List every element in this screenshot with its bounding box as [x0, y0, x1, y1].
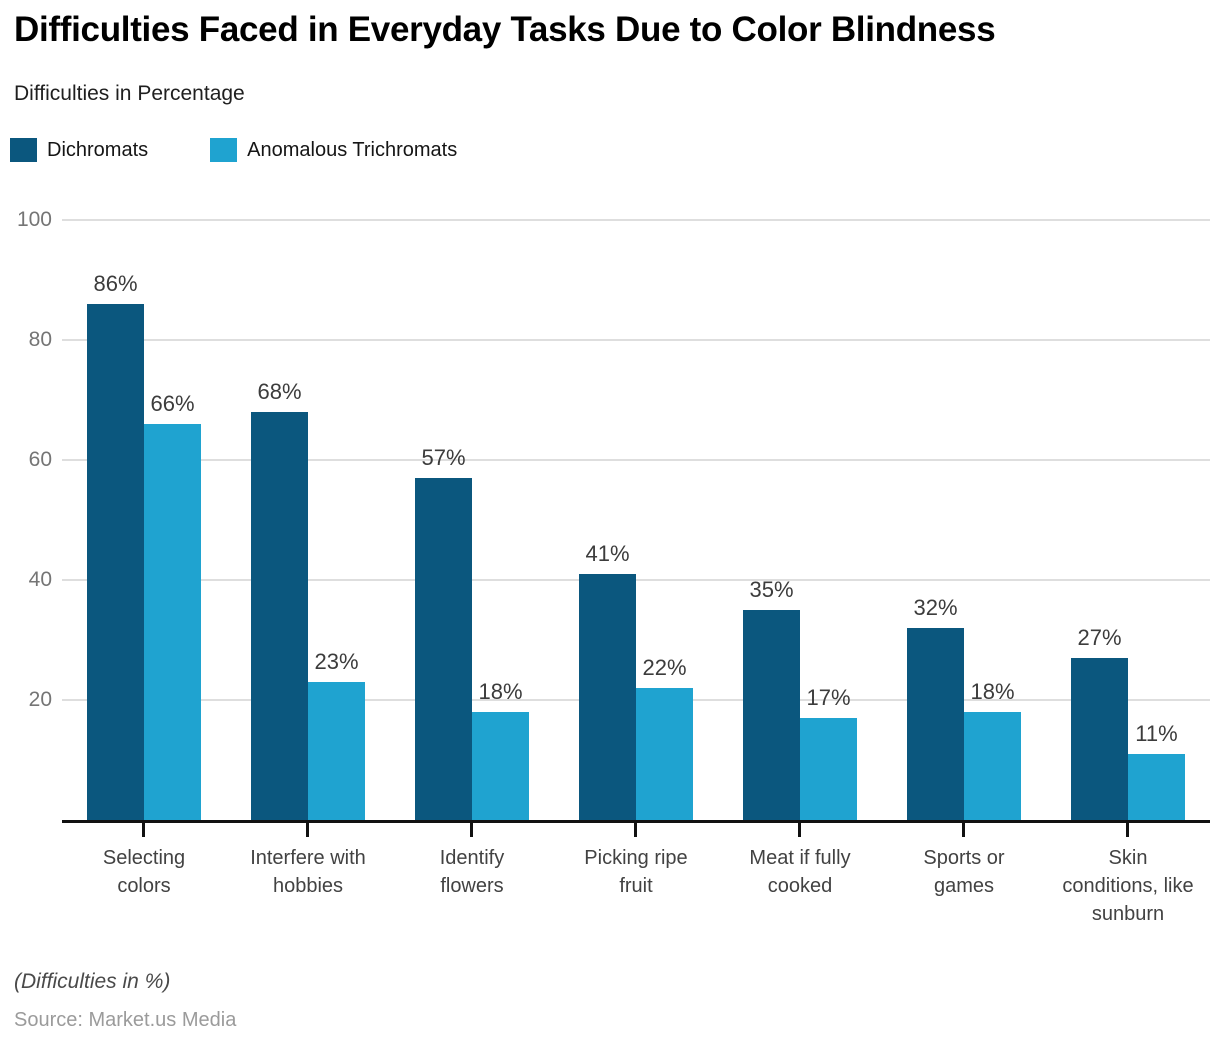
gridline-100 [62, 219, 1210, 221]
x-axis-line [62, 820, 1210, 823]
bar-dichromats [907, 628, 964, 820]
bar-dichromats [1071, 658, 1128, 820]
value-label: 32% [913, 595, 958, 620]
bar-anomalous-trichromats [800, 718, 857, 820]
value-label: 66% [150, 391, 195, 416]
value-label: 22% [642, 655, 687, 680]
value-label: 68% [257, 379, 302, 404]
value-label: 86% [93, 271, 138, 296]
category-label-meat-if-fully-cooked: Meat if fully cooked [749, 847, 851, 897]
value-label: 17% [806, 685, 851, 710]
axis-tick [142, 822, 145, 837]
bar-anomalous-trichromats [472, 712, 529, 820]
axis-tick [1126, 822, 1129, 837]
bar-anomalous-trichromats [144, 424, 201, 820]
category-label-sports-or-games: Sports or games [923, 847, 1005, 897]
category-label-identify-flowers: Identify flowers [439, 847, 505, 897]
chart-title: Difficulties Faced in Everyday Tasks Due… [14, 10, 996, 49]
bar-dichromats [743, 610, 800, 820]
gridline-60 [62, 459, 1210, 461]
value-label: 23% [314, 649, 359, 674]
legend-swatch-dichromats [10, 138, 37, 162]
bar-anomalous-trichromats [636, 688, 693, 820]
value-label: 57% [421, 445, 466, 470]
legend-label: Anomalous Trichromats [247, 138, 458, 161]
legend: Dichromats Anomalous Trichromats [10, 138, 519, 162]
gridline-40 [62, 579, 1210, 581]
bar-anomalous-trichromats [308, 682, 365, 820]
value-label: 18% [970, 679, 1015, 704]
value-label: 35% [749, 577, 794, 602]
bar-dichromats [87, 304, 144, 820]
axis-tick [470, 822, 473, 837]
category-label-skin-conditions-like-sunburn: Skin conditions, like sunburn [1062, 847, 1194, 925]
legend-item-anomalous-trichromats: Anomalous Trichromats [210, 138, 457, 162]
category-label-selecting-colors: Selecting colors [102, 847, 186, 897]
bar-anomalous-trichromats [1128, 754, 1185, 820]
category-label-picking-ripe-fruit: Picking ripe fruit [584, 847, 688, 897]
axis-tick [306, 822, 309, 837]
source-text: Source: Market.us Media [14, 1009, 237, 1031]
bar-anomalous-trichromats [964, 712, 1021, 820]
gridline-80 [62, 339, 1210, 341]
footnote: (Difficulties in %) [14, 970, 171, 993]
value-label: 11% [1135, 721, 1178, 746]
y-axis-label: 40 [28, 568, 52, 591]
category-label-interfere-with-hobbies: Interfere with hobbies [250, 847, 366, 897]
y-axis-label: 80 [28, 328, 52, 351]
y-axis-label: 60 [28, 448, 52, 471]
value-label: 27% [1077, 625, 1122, 650]
chart-subtitle: Difficulties in Percentage [14, 82, 245, 105]
axis-tick [634, 822, 637, 837]
value-label: 18% [478, 679, 523, 704]
y-axis-label: 20 [28, 688, 52, 711]
legend-label: Dichromats [47, 138, 149, 161]
axis-tick [798, 822, 801, 837]
bar-dichromats [415, 478, 472, 820]
legend-swatch-anomalous-trichromats [210, 138, 238, 162]
axis-tick [962, 822, 965, 837]
bar-dichromats [579, 574, 636, 820]
value-label: 41% [585, 541, 630, 566]
bar-dichromats [251, 412, 308, 820]
legend-item-dichromats: Dichromats [10, 138, 148, 162]
y-axis-label: 100 [16, 208, 52, 231]
